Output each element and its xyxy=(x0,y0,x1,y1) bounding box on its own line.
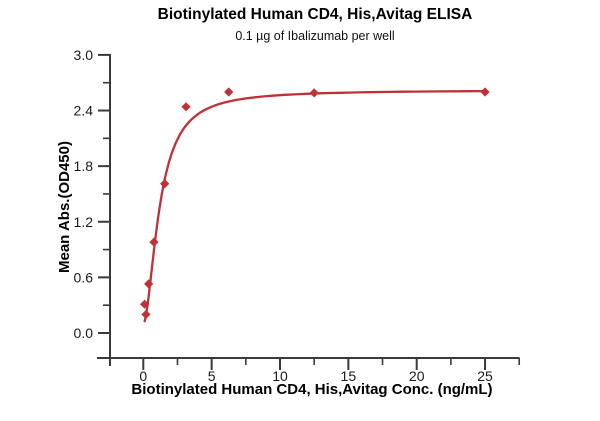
data-point xyxy=(309,88,319,98)
x-tick-label: 0 xyxy=(139,368,147,384)
x-axis-title: Biotinylated Human CD4, His,Avitag Conc.… xyxy=(131,381,493,398)
x-tick-label: 10 xyxy=(272,368,288,384)
data-point xyxy=(160,179,170,189)
data-point xyxy=(141,309,151,320)
data-point xyxy=(149,237,159,247)
data-point xyxy=(181,102,191,112)
data-point xyxy=(144,279,154,289)
y-tick-label: 2.4 xyxy=(74,103,94,119)
y-tick-label: 1.2 xyxy=(74,214,94,230)
y-tick-label: 3.0 xyxy=(74,47,94,63)
data-point xyxy=(140,299,150,309)
x-tick-label: 25 xyxy=(477,368,493,384)
data-point xyxy=(480,87,490,97)
x-tick-label: 5 xyxy=(208,368,216,384)
data-point xyxy=(224,87,234,97)
fit-curve xyxy=(143,89,487,323)
y-tick-label: 0.0 xyxy=(74,325,94,341)
y-tick-label: 1.8 xyxy=(74,158,94,174)
y-tick-label: 0.6 xyxy=(74,269,94,285)
chart-title: Biotinylated Human CD4, His,Avitag ELISA xyxy=(157,6,473,23)
x-tick-label: 15 xyxy=(341,368,357,384)
x-tick-label: 20 xyxy=(409,368,425,384)
chart-subtitle: 0.1 µg of Ibalizumab per well xyxy=(235,29,395,43)
